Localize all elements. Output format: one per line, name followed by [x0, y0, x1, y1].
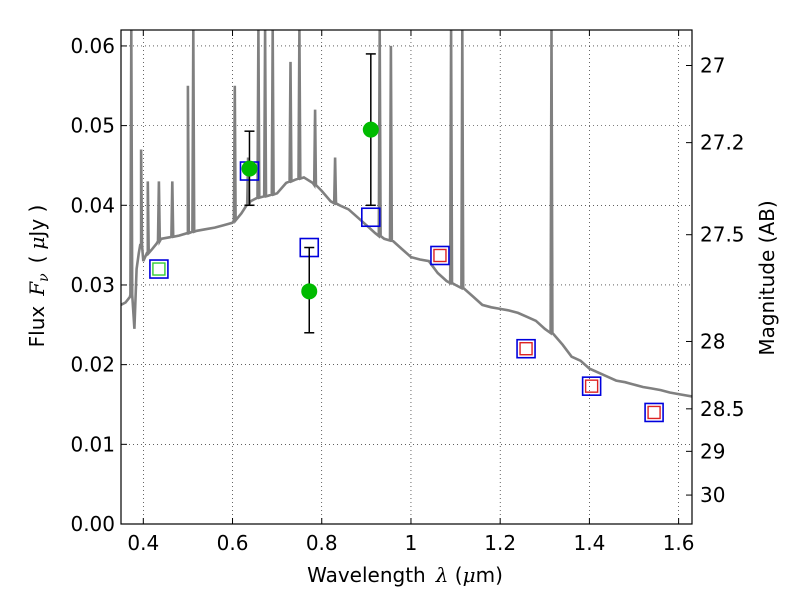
sed-line [121, 30, 692, 398]
right-tick-label: 30 [700, 483, 725, 507]
y-axis-label-symbol: F [25, 281, 49, 297]
x-tick-label: 0.4 [127, 531, 159, 555]
y-axis-label-unit-mu: μ [25, 237, 49, 250]
observed-flux-point [241, 160, 258, 177]
y-tick-label: 0.00 [70, 512, 115, 536]
band-marker-red [647, 405, 661, 420]
band-marker-red [584, 379, 599, 393]
x-tick-label: 1 [405, 531, 418, 555]
right-tick-label: 27.2 [700, 131, 745, 155]
x-axis-ticks: 0.4 0.6 0.8 1 1.2 1.4 1.6 [127, 30, 695, 555]
y-axis-label-subscript: ν [36, 273, 52, 282]
observed-flux-point [362, 121, 379, 138]
x-tick-label: 0.8 [306, 531, 338, 555]
sed-spectrum [121, 30, 692, 398]
y-axis-label-text: Flux [25, 306, 49, 348]
band-marker-green [152, 262, 166, 276]
model-photometry-box [430, 245, 450, 266]
y-tick-label: 0.03 [70, 273, 115, 297]
band-marker-red [433, 248, 447, 263]
x-axis-label-unit-open: ( [448, 563, 462, 587]
model-photometry-box [516, 338, 536, 359]
plot-frame [120, 29, 693, 525]
right-axis-label: Magnitude (AB) [755, 200, 779, 355]
y-tick-label: 0.05 [70, 114, 115, 138]
grid [121, 30, 692, 525]
y-tick-label: 0.01 [70, 432, 115, 456]
right-tick-label: 27 [700, 54, 725, 78]
y-axis-label-unit-open: ( [25, 256, 49, 264]
y-tick-label: 0.02 [70, 353, 115, 377]
right-tick-label: 28 [700, 329, 725, 353]
model-photometry-box [149, 259, 169, 279]
right-tick-label: 29 [700, 439, 725, 463]
y-axis-label: Flux Fν ( μJy ) [25, 205, 52, 348]
right-axis-ticks: 27 27.2 27.5 28 28.5 29 30 [686, 54, 745, 507]
model-photometry-box [581, 376, 602, 396]
right-tick-label: 27.5 [700, 223, 745, 247]
data-points [149, 53, 664, 423]
band-marker-red [519, 342, 533, 356]
x-tick-label: 0.6 [217, 531, 249, 555]
x-tick-label: 1.4 [573, 531, 605, 555]
x-axis-label-unit-mu: μ [463, 563, 476, 587]
x-axis-label: Wavelength λ (μm) [307, 563, 503, 587]
model-photometry-box [644, 402, 664, 423]
right-tick-label: 28.5 [700, 397, 745, 421]
x-tick-label: 1.2 [484, 531, 516, 555]
x-tick-label: 1.6 [663, 531, 695, 555]
x-axis-label-unit-rest: m) [476, 563, 503, 587]
y-tick-label: 0.04 [70, 193, 115, 217]
y-axis-ticks: 0.00 0.01 0.02 0.03 0.04 0.05 0.06 [70, 34, 127, 536]
observed-flux-point [301, 283, 318, 300]
y-axis-label-unit-rest: Jy ) [25, 205, 49, 239]
x-axis-label-text: Wavelength [307, 563, 426, 587]
x-axis-label-symbol: λ [435, 563, 449, 587]
model-photometry-box [361, 207, 381, 228]
y-tick-label: 0.06 [70, 34, 115, 58]
